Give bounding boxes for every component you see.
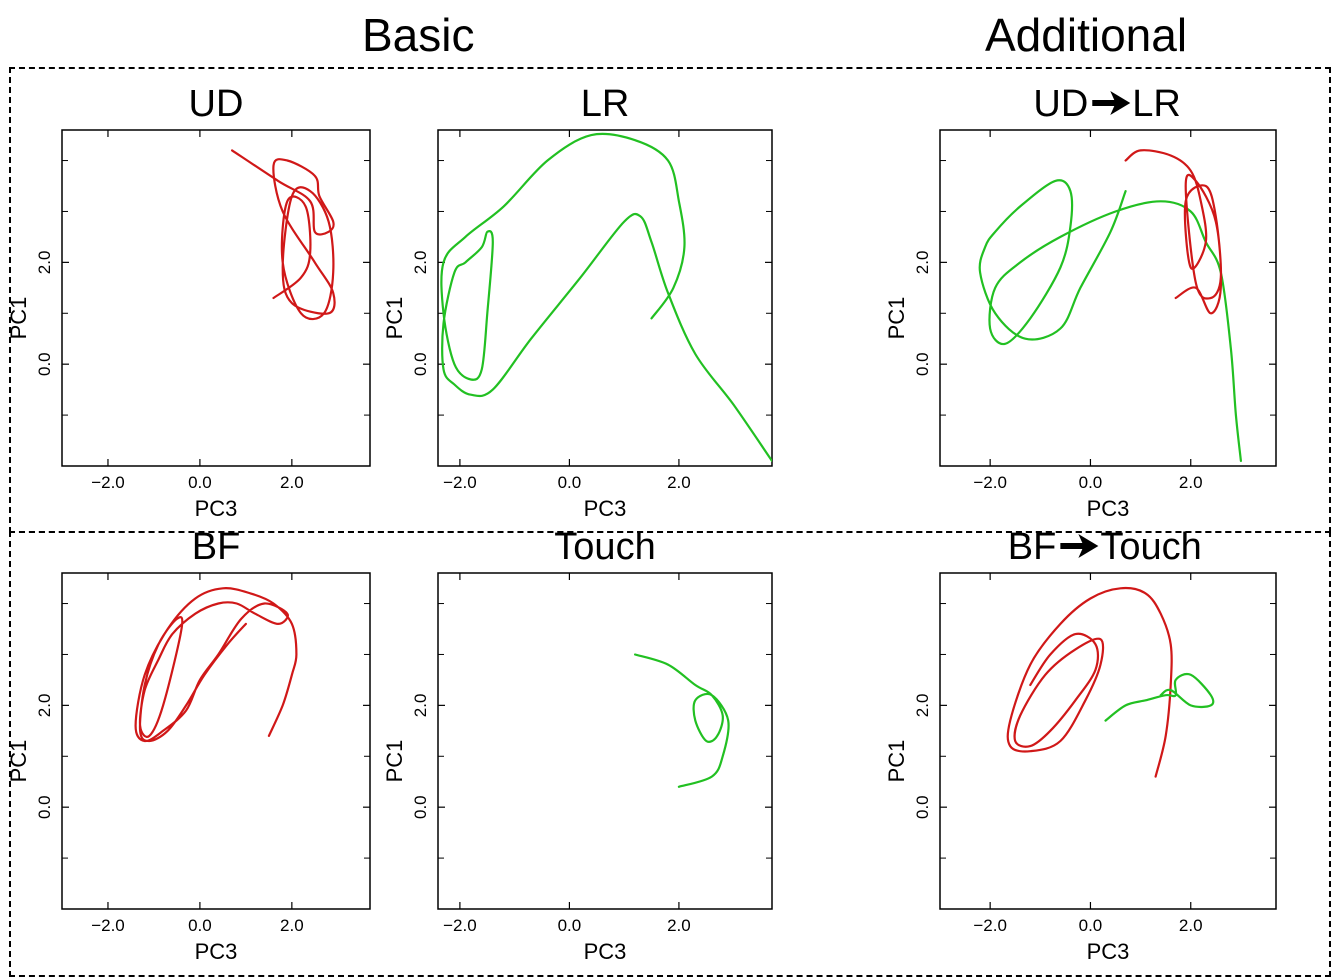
- heading-basic: Basic: [362, 9, 475, 61]
- y-tick-label: 2.0: [35, 694, 54, 718]
- panel-6: BF Touch −2.0 0.0 2.0 0.0 2.0 PC3 PC1: [884, 526, 1277, 964]
- series-line-red: [1006, 586, 1173, 778]
- y-tick-label: 0.0: [35, 352, 54, 376]
- y-axis-label: PC1: [6, 740, 31, 783]
- x-axis-label: PC3: [1087, 939, 1130, 964]
- plot-frame: [437, 129, 773, 467]
- x-tick-label: 0.0: [558, 916, 582, 935]
- panel-3: UD LR −2.0 0.0 2.0 0.0 2.0 PC3 PC1: [884, 83, 1277, 521]
- plot-frame: [939, 129, 1277, 467]
- panel-title: UD LR: [1033, 83, 1180, 125]
- y-tick-label: 0.0: [411, 352, 430, 376]
- panel-1: UD −2.0 0.0 2.0 0.0 2.0 PC3 PC1: [6, 83, 371, 521]
- plot-frame: [437, 572, 773, 910]
- y-tick-label: 0.0: [913, 795, 932, 819]
- panel-title: UD: [189, 83, 244, 125]
- y-tick-label: 0.0: [411, 795, 430, 819]
- x-tick-label: 2.0: [280, 916, 304, 935]
- x-tick-label: 2.0: [667, 916, 691, 935]
- x-axis-label: PC3: [1087, 496, 1130, 521]
- arrow-icon: [1092, 91, 1131, 115]
- x-tick-label: 0.0: [188, 473, 212, 492]
- x-axis-label: PC3: [584, 496, 627, 521]
- panel-title-left: UD: [1033, 83, 1088, 125]
- x-tick-label: 2.0: [1179, 473, 1203, 492]
- panel-title: BF Touch: [1008, 526, 1202, 568]
- x-tick-label: 0.0: [188, 916, 212, 935]
- y-axis-label: PC1: [382, 297, 407, 340]
- x-axis-label: PC3: [584, 939, 627, 964]
- x-axis-label: PC3: [195, 939, 238, 964]
- series-line-red: [134, 587, 298, 743]
- panel-2: LR −2.0 0.0 2.0 0.0 2.0 PC3 PC1: [382, 83, 773, 521]
- x-tick-label: −2.0: [973, 916, 1007, 935]
- x-tick-label: −2.0: [443, 473, 477, 492]
- y-tick-label: 0.0: [35, 795, 54, 819]
- panel-title: BF: [192, 526, 241, 568]
- x-tick-label: 2.0: [1179, 916, 1203, 935]
- panel-title: LR: [581, 83, 630, 125]
- x-axis-label: PC3: [195, 496, 238, 521]
- x-tick-label: 0.0: [558, 473, 582, 492]
- plot-frame: [61, 129, 371, 467]
- y-tick-label: 2.0: [35, 251, 54, 275]
- series-line-green: [634, 653, 730, 788]
- series-line-green: [1104, 672, 1215, 722]
- x-tick-label: 2.0: [280, 473, 304, 492]
- y-tick-label: 2.0: [913, 694, 932, 718]
- y-axis-label: PC1: [382, 740, 407, 783]
- x-tick-label: 0.0: [1079, 916, 1103, 935]
- x-tick-label: −2.0: [91, 916, 125, 935]
- series-line-green: [978, 179, 1242, 462]
- heading-additional: Additional: [985, 9, 1188, 61]
- series-line-red: [1124, 149, 1223, 315]
- x-tick-label: 2.0: [667, 473, 691, 492]
- plot-frame: [61, 572, 371, 910]
- y-axis-label: PC1: [6, 297, 31, 340]
- x-tick-label: −2.0: [91, 473, 125, 492]
- x-tick-label: −2.0: [973, 473, 1007, 492]
- series-line-green: [440, 132, 772, 462]
- y-tick-label: 2.0: [913, 251, 932, 275]
- y-tick-label: 0.0: [913, 352, 932, 376]
- panel-4: BF −2.0 0.0 2.0 0.0 2.0 PC3 PC1: [6, 526, 371, 964]
- plot-frame: [939, 572, 1277, 910]
- arrow-icon: [1060, 534, 1099, 558]
- panel-5: Touch −2.0 0.0 2.0 0.0 2.0 PC3 PC1: [382, 526, 773, 964]
- panel-title-left: BF: [1008, 526, 1057, 568]
- x-tick-label: 0.0: [1079, 473, 1103, 492]
- box-bottom-row: [9, 531, 1331, 977]
- y-tick-label: 2.0: [411, 694, 430, 718]
- y-axis-label: PC1: [884, 740, 909, 783]
- y-tick-label: 2.0: [411, 251, 430, 275]
- panel-title: Touch: [554, 526, 655, 568]
- panel-title-right: Touch: [1100, 526, 1201, 568]
- x-tick-label: −2.0: [443, 916, 477, 935]
- y-axis-label: PC1: [884, 297, 909, 340]
- series-line-red: [231, 149, 336, 321]
- panel-title-right: LR: [1132, 83, 1181, 125]
